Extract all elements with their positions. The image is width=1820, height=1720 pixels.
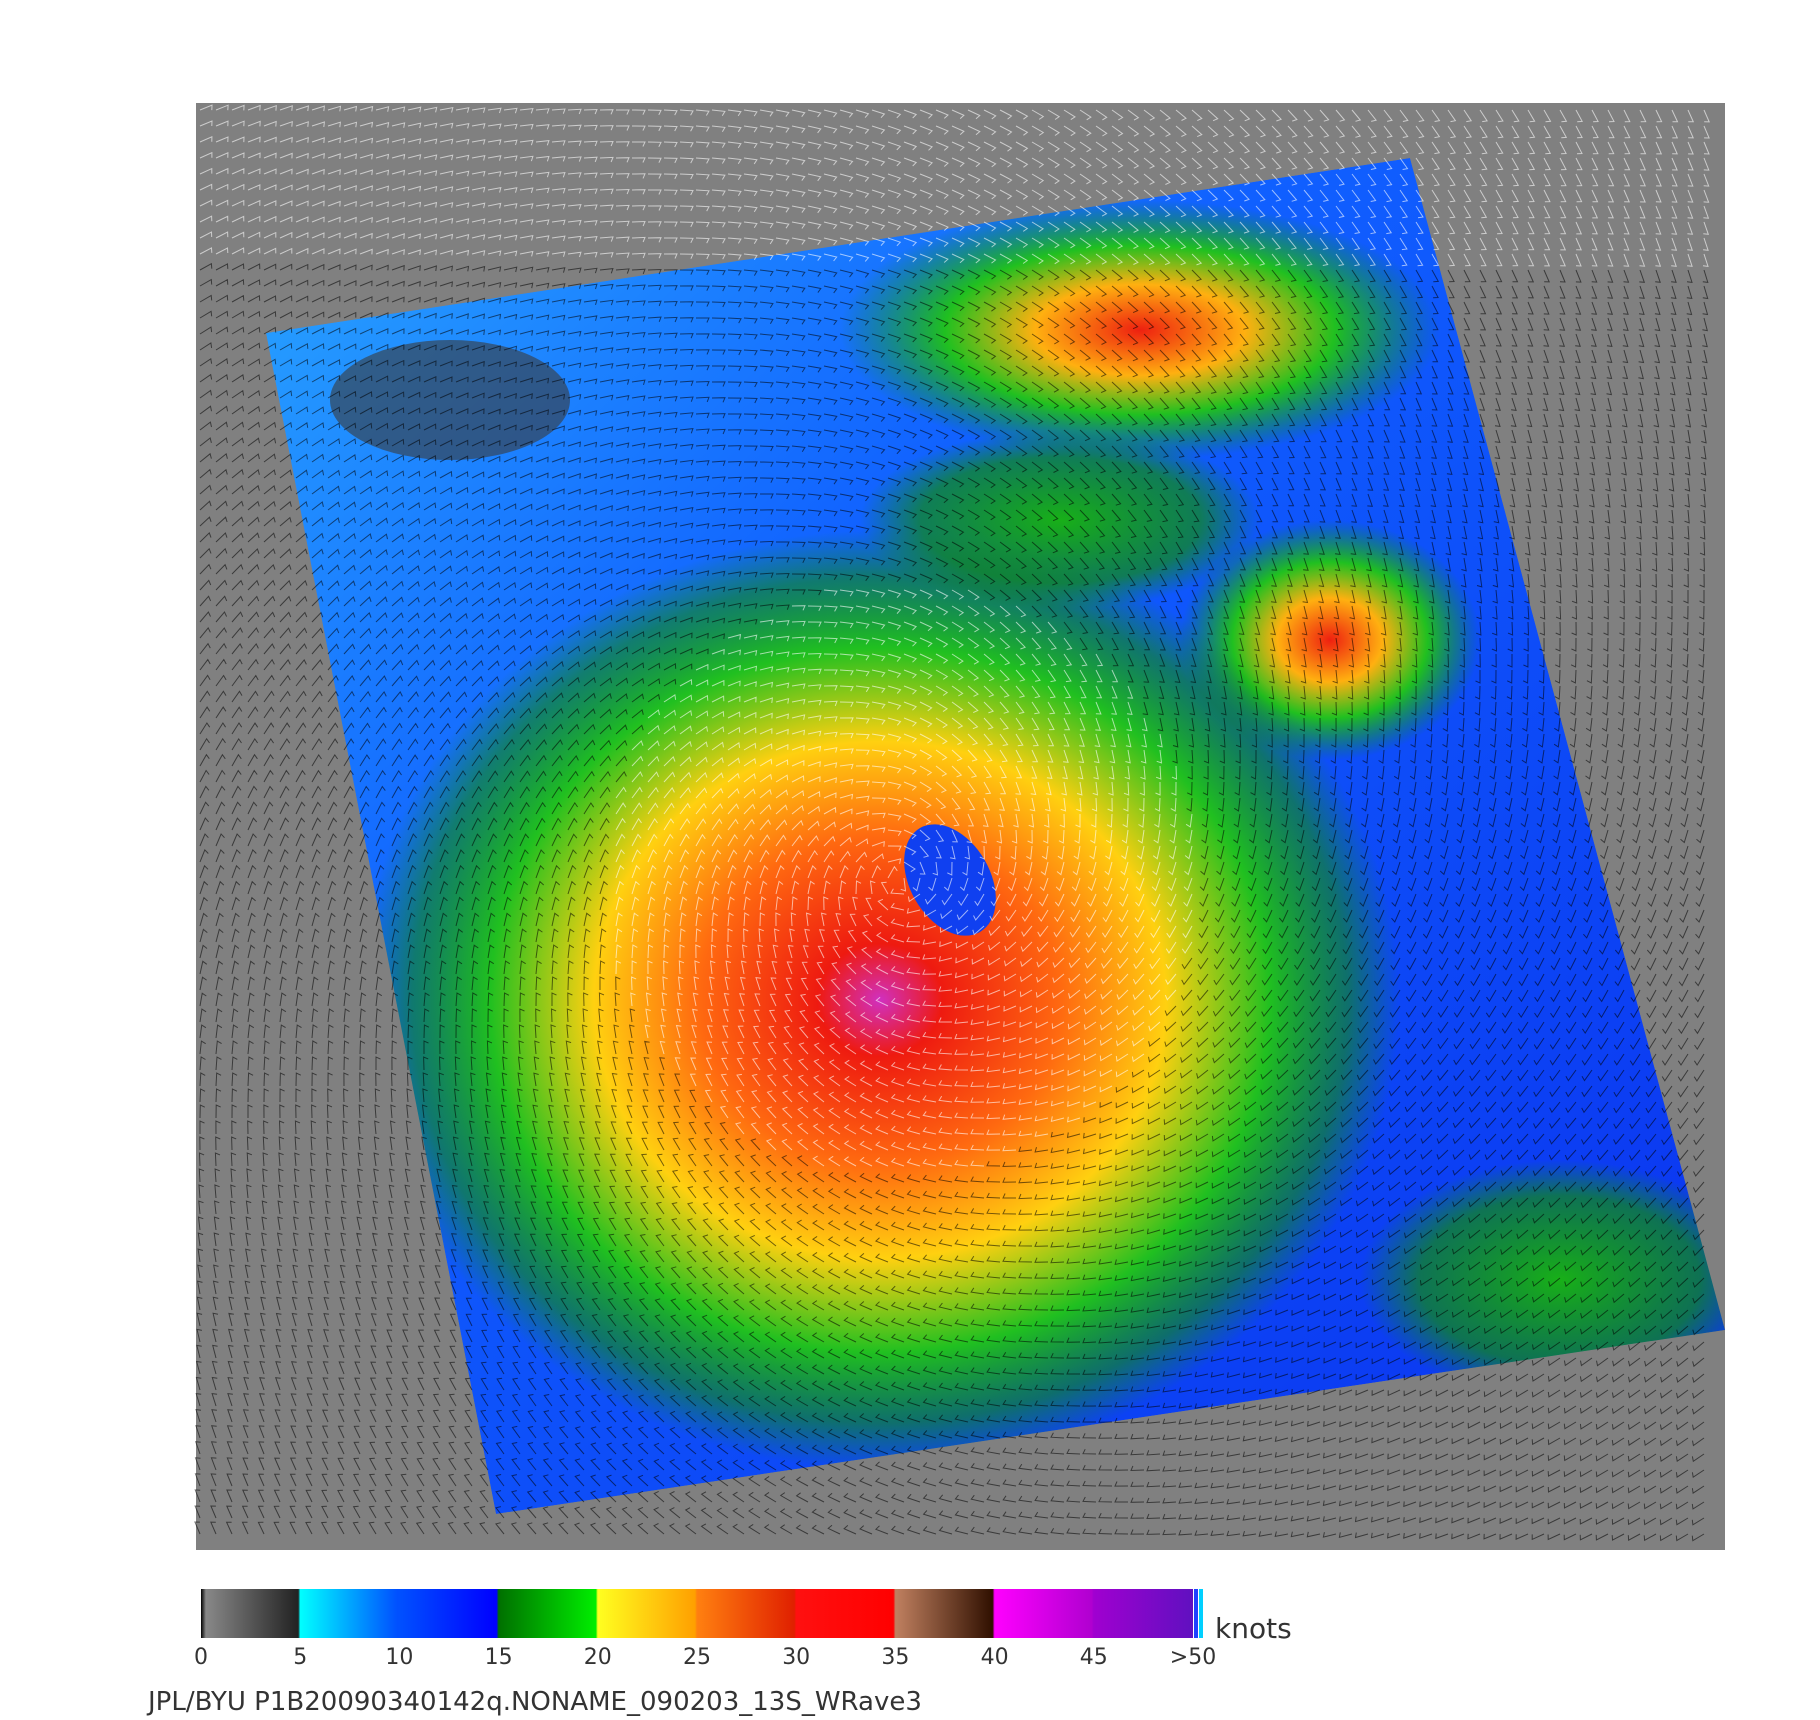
colorbar-tick-label: 10 bbox=[385, 1645, 413, 1670]
rain-band bbox=[840, 200, 1440, 460]
colorbar-tick-label: 30 bbox=[782, 1645, 810, 1670]
footer: JPL/BYU P1B20090340142q.NONAME_090203_13… bbox=[146, 1687, 922, 1717]
colorbar-end bbox=[1199, 1589, 1203, 1638]
colorbar-end bbox=[1194, 1589, 1198, 1638]
barbs-dark bbox=[194, 262, 1709, 1542]
colorbar-ticks: 0 5 10 15 20 25 30 35 40 45 >50 bbox=[194, 1645, 1216, 1670]
storm bbox=[360, 530, 1400, 1470]
barbs-light bbox=[199, 104, 1710, 1167]
colorbar-tick-label: 15 bbox=[485, 1645, 513, 1670]
swath bbox=[266, 158, 1725, 1514]
colorbar-tick-label: 45 bbox=[1080, 1645, 1108, 1670]
colorbar-tick-label: 0 bbox=[194, 1645, 208, 1670]
low-wind bbox=[330, 340, 570, 460]
wind-barbs bbox=[194, 104, 1710, 1542]
colorbar-tick-label: 5 bbox=[293, 1645, 307, 1670]
colorbar-tick-label: 20 bbox=[584, 1645, 612, 1670]
colorbar bbox=[201, 1589, 1193, 1638]
colorbar-unit: knots bbox=[1215, 1612, 1292, 1645]
colorbar-tick-label: 40 bbox=[981, 1645, 1009, 1670]
colorbar-tick-label: 25 bbox=[683, 1645, 711, 1670]
colorbar-tick-label: >50 bbox=[1170, 1645, 1216, 1670]
eye bbox=[904, 824, 996, 936]
colorbar-tick-label: 35 bbox=[881, 1645, 909, 1670]
